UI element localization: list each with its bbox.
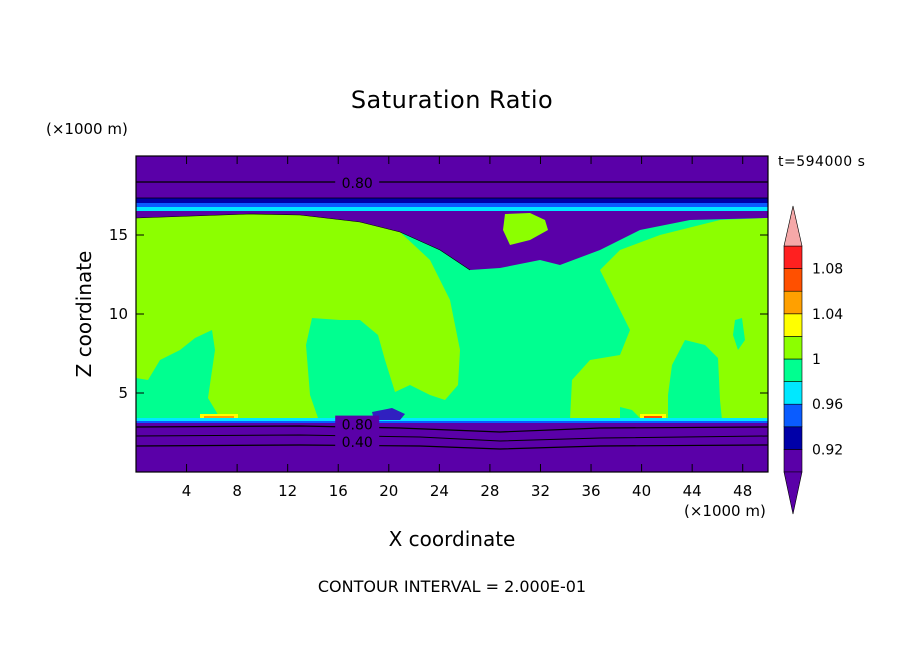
colorbar-label: 1.04	[812, 307, 843, 323]
y-axis-ticks: 5 10 15	[109, 226, 768, 402]
y-tick-label: 15	[109, 226, 128, 244]
right-dry-region	[570, 218, 768, 420]
x-tick-label: 40	[632, 482, 651, 500]
colorbar-segment	[783, 358, 803, 382]
contour-label: 0.80	[342, 418, 373, 434]
x-axis-label: X coordinate	[388, 527, 516, 551]
chart-title: Saturation Ratio	[350, 86, 554, 114]
downdraft-blob	[372, 408, 405, 420]
x-axis-unit: (×1000 m)	[684, 502, 766, 520]
colorbar-segment	[783, 245, 803, 269]
contour-line-060	[136, 434, 768, 442]
y-tick-label: 5	[118, 384, 128, 402]
colorbar-segment	[783, 290, 803, 315]
left-dry-region	[136, 214, 460, 420]
contour-label: 0.80	[342, 176, 373, 192]
colorbar-segment	[783, 336, 803, 360]
colorbar-segment	[783, 381, 803, 405]
colorbar-label: 1.08	[812, 262, 843, 278]
colorbar-under-triangle	[783, 471, 803, 515]
contour-line-upper	[136, 213, 471, 271]
x-tick-label: 20	[379, 482, 398, 500]
contour-labels: 0.800.800.40	[335, 173, 380, 451]
x-tick-label: 8	[232, 482, 242, 500]
colorbar-segment	[783, 313, 803, 337]
x-tick-label: 24	[430, 482, 449, 500]
mid-blob-small	[338, 368, 350, 410]
x-tick-label: 12	[278, 482, 297, 500]
contour-label-bg	[335, 432, 380, 449]
colorbar-label: 0.92	[812, 442, 843, 458]
contour-label-bg	[335, 173, 380, 190]
contour-field	[136, 156, 768, 472]
colorbar-segment	[783, 268, 803, 292]
colorbar-label: 1	[812, 352, 821, 368]
warm-spot-right-core	[644, 416, 662, 419]
x-tick-label: 4	[182, 482, 192, 500]
colorbar-segment	[783, 426, 803, 450]
colorbar-segment	[783, 449, 803, 473]
y-axis-unit: (×1000 m)	[46, 120, 128, 138]
colorbar-segment	[783, 403, 803, 428]
colorbar: 0.92 0.96 1 1.04 1.08	[783, 205, 843, 515]
contour-label-bg	[335, 415, 380, 432]
contour-line-040	[136, 444, 768, 450]
boundary-edge-096	[136, 421, 768, 424]
right-blob-small	[733, 318, 745, 350]
x-tick-label: 36	[581, 482, 600, 500]
time-label: t=594000 s	[778, 154, 866, 170]
upper-layer-098	[136, 207, 768, 211]
colorbar-label: 0.96	[812, 397, 843, 413]
warm-spot-left-core	[204, 416, 234, 419]
y-tick-label: 10	[109, 305, 128, 323]
x-tick-label: 32	[531, 482, 550, 500]
upper-layer-096	[136, 203, 768, 208]
contour-line-080-bottom	[136, 425, 768, 433]
x-tick-label: 44	[683, 482, 702, 500]
top-blob	[503, 213, 548, 245]
contour-label: 0.40	[342, 435, 373, 451]
x-tick-label: 28	[480, 482, 499, 500]
x-axis-ticks: 4 8 12 16 20 24 28 32 36 40 44 48	[182, 156, 752, 500]
colorbar-over-triangle	[783, 205, 803, 247]
x-tick-label: 16	[329, 482, 348, 500]
x-tick-label: 48	[733, 482, 752, 500]
boundary-edge-098	[136, 418, 768, 422]
upper-layer-092	[136, 198, 768, 206]
contour-interval-note: CONTOUR INTERVAL = 2.000E-01	[317, 577, 587, 596]
